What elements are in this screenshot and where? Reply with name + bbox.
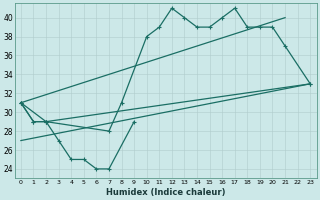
- X-axis label: Humidex (Indice chaleur): Humidex (Indice chaleur): [106, 188, 225, 197]
